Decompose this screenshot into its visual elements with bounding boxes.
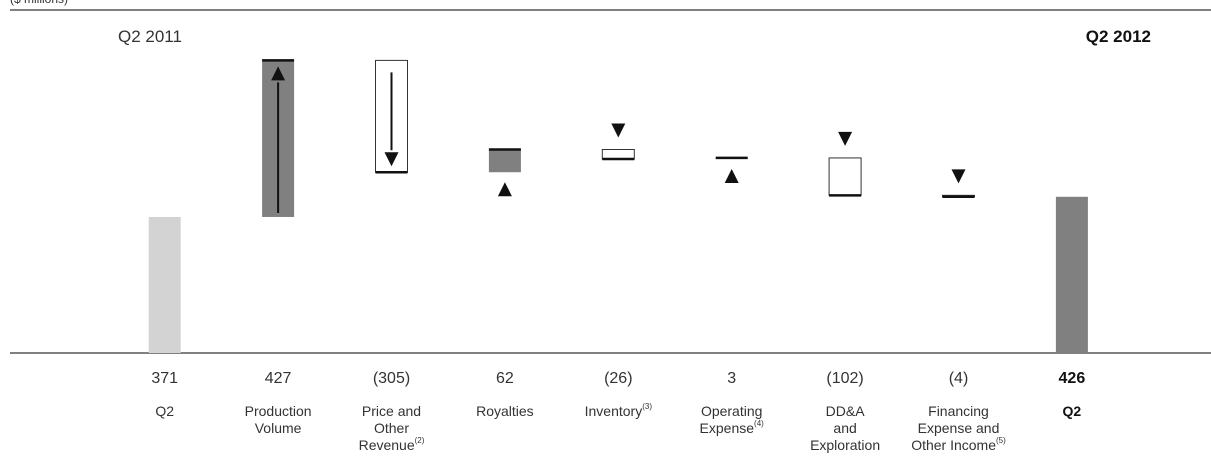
- value-label: (4): [948, 370, 969, 387]
- increase-bar: [488, 149, 521, 173]
- unit-label: ($ millions): [10, 0, 68, 8]
- footnote-marker: (3): [642, 402, 652, 411]
- x-tick-label: DD&A and Exploration: [810, 403, 881, 453]
- x-tick-label: Q2: [1062, 403, 1082, 419]
- decrease-bar: [601, 149, 635, 160]
- value-label: 371: [151, 370, 179, 387]
- value-label: (305): [372, 370, 411, 387]
- direction-marker: [497, 182, 512, 197]
- footnote-marker: (4): [754, 419, 764, 428]
- direction-marker: [951, 169, 966, 184]
- total-bar: [148, 216, 181, 353]
- value-label: 62: [495, 370, 514, 387]
- value-label: 427: [264, 370, 292, 387]
- x-tick-label: Q2: [155, 403, 175, 419]
- x-tick-label: Price and Other Revenue(2): [358, 403, 425, 453]
- value-label: 3: [727, 370, 737, 387]
- direction-marker: [724, 169, 739, 184]
- footnote-marker: (2): [414, 436, 425, 445]
- value-label: (26): [604, 370, 633, 387]
- direction-marker: [611, 123, 626, 138]
- x-tick-label: Financing Expense and Other Income(5): [911, 403, 1006, 453]
- x-tick-label: Royalties: [476, 403, 534, 419]
- value-label: (102): [826, 370, 864, 387]
- start-annotation: Q2 2011: [118, 27, 182, 46]
- x-tick-label: Inventory(3): [584, 402, 652, 420]
- footnote-marker: (5): [996, 436, 1006, 445]
- end-annotation: Q2 2012: [1085, 27, 1151, 46]
- direction-marker: [838, 131, 853, 146]
- value-label: 426: [1058, 370, 1086, 387]
- decrease-bar: [828, 157, 862, 196]
- total-bar: [1055, 196, 1088, 353]
- x-tick-label: Production Volume: [244, 403, 312, 436]
- x-tick-label: Operating Expense(4): [699, 403, 764, 436]
- direction-marker: [271, 66, 286, 81]
- direction-marker: [384, 152, 399, 167]
